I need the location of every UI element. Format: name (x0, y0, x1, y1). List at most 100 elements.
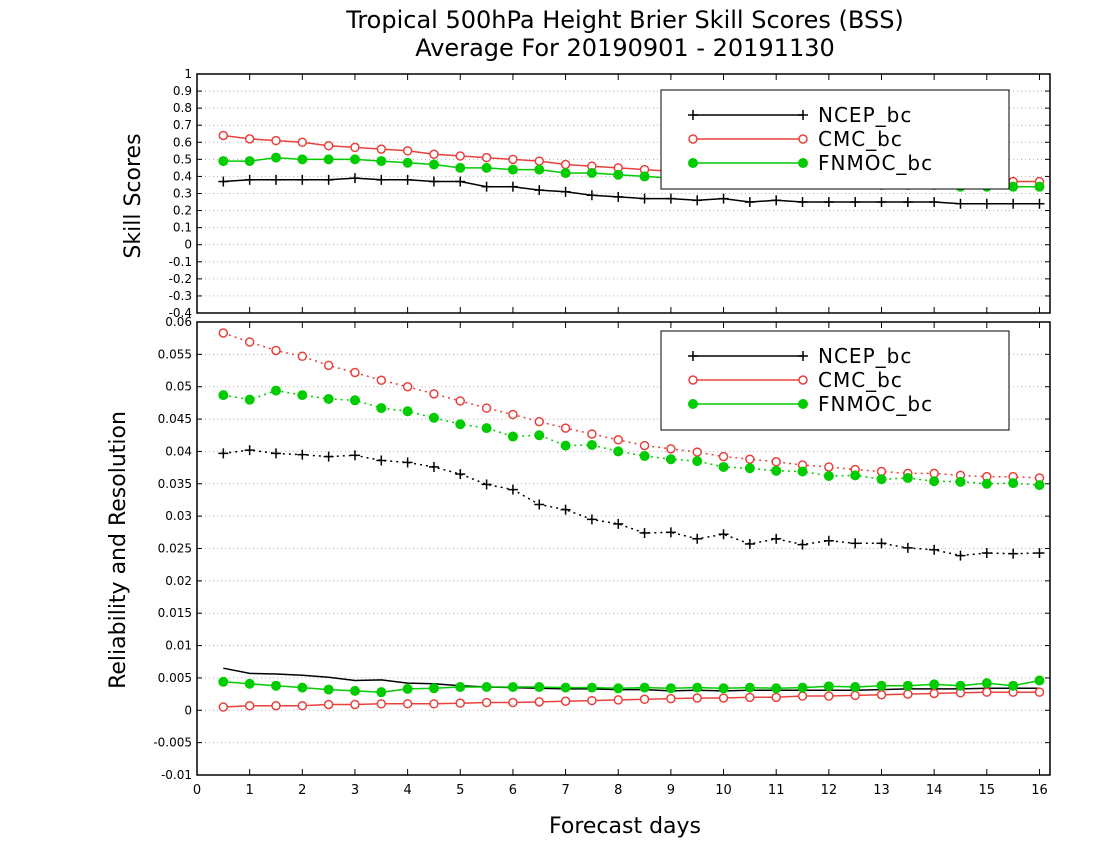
bottom-y-tick-label: 0.055 (158, 347, 192, 361)
bottom-reliability-fnmoc-bc-point (850, 681, 861, 692)
bottom-reliability-cmc-bc-point (587, 695, 597, 706)
bottom-resolution-fnmoc-bc-point (639, 450, 650, 461)
bottom-resolution-cmc-bc-point (560, 423, 571, 433)
top-cmc-bc-point (402, 146, 413, 156)
bottom-series-group (218, 328, 1045, 712)
bottom-resolution-fnmoc-bc-point (218, 390, 229, 401)
bottom-reliability-fnmoc-bc-point (665, 683, 676, 694)
bottom-reliability-cmc-bc-point (876, 690, 887, 700)
bottom-resolution-cmc-bc-point (745, 454, 755, 464)
bottom-reliability-fnmoc-bc-point (455, 681, 466, 692)
bottom-reliability-fnmoc-bc-line (223, 679, 1040, 693)
bottom-reliability-cmc-bc-point (982, 687, 992, 697)
bottom-panel: -0.01 -0.005 0 0.005 0.01 0.015 0.02 0.025 0.03 0… (153, 315, 1051, 798)
top-legend-fnmoc-bc-marker (798, 158, 808, 168)
bottom-reliability-cmc-bc-point (534, 697, 545, 707)
bottom-resolution-fnmoc-bc-point (823, 471, 834, 482)
bottom-resolution-cmc-bc-point (429, 389, 439, 399)
bottom-resolution-fnmoc-bc-point (1008, 478, 1019, 489)
bottom-reliability-cmc-bc-point (718, 693, 729, 703)
bottom-reliability-cmc-bc-point (850, 690, 860, 701)
bottom-legend-cmc-bc-label: CMC_bc (818, 368, 903, 392)
top-y-tick-label: 0 (184, 238, 192, 252)
x-tick-label: 9 (667, 783, 675, 798)
x-axis-label: Forecast days (549, 814, 701, 839)
top-legend-cmc-bc-marker (688, 134, 698, 144)
bottom-resolution-fnmoc-bc-point (297, 390, 308, 401)
bottom-reliability-fnmoc-bc-point (876, 680, 887, 691)
bottom-reliability-fnmoc-bc-point (1034, 675, 1045, 686)
top-y-tick-label: 0.6 (173, 135, 192, 149)
bottom-reliability-fnmoc-bc-point (376, 687, 387, 698)
top-fnmoc-bc-point (218, 156, 229, 167)
top-legend-fnmoc-bc-marker (688, 158, 698, 168)
top-fnmoc-bc-point (1034, 181, 1045, 192)
x-tick-label: 13 (873, 783, 890, 798)
top-y-tick-label: -0.4 (169, 306, 192, 320)
bottom-y-tick-label: 0.06 (165, 315, 192, 329)
bottom-y-tick-label: 0.035 (158, 477, 192, 491)
bottom-resolution-fnmoc-bc-point (613, 446, 624, 457)
top-fnmoc-bc-point (613, 169, 624, 180)
bottom-resolution-fnmoc-bc-point (244, 394, 255, 405)
bottom-reliability-fnmoc-bc-point (402, 683, 413, 694)
top-legend-cmc-bc-label: CMC_bc (818, 127, 903, 151)
bottom-reliability-fnmoc-bc-point (586, 682, 597, 693)
top-fnmoc-bc-point (507, 164, 518, 175)
bottom-y-tick-label: 0.03 (165, 509, 192, 523)
bottom-y-tick-label: -0.005 (153, 736, 192, 750)
bottom-legend-fnmoc-bc-marker (688, 399, 698, 409)
bottom-resolution-cmc-bc-point (481, 403, 492, 413)
bottom-resolution-cmc-bc-point (587, 429, 597, 439)
bottom-reliability-cmc-bc-point (560, 696, 571, 706)
bottom-reliability-fnmoc-bc-point (218, 676, 229, 687)
bottom-reliability-fnmoc-bc-point (771, 683, 782, 694)
bottom-resolution-fnmoc-bc-point (771, 465, 782, 476)
top-cmc-bc-point (376, 144, 387, 154)
bottom-resolution-cmc-bc-point (771, 457, 781, 467)
top-y-tick-label: -0.3 (169, 289, 192, 303)
bottom-resolution-fnmoc-bc-point (428, 412, 439, 423)
bottom-reliability-fnmoc-bc-point (797, 682, 808, 693)
top-y-axis-label: Skill Scores (121, 133, 146, 258)
bottom-y-tick-label: -0.01 (161, 768, 192, 782)
bottom-reliability-fnmoc-bc-point (270, 680, 281, 691)
x-tick-label: 7 (561, 783, 569, 798)
bottom-reliability-cmc-bc-point (771, 692, 781, 703)
top-legend-ncep-bc-label: NCEP_bc (818, 103, 912, 127)
bottom-y-tick-label: 0.015 (158, 606, 192, 620)
bottom-resolution-fnmoc-bc-point (560, 440, 571, 451)
x-tick-label: 3 (351, 783, 359, 798)
bottom-reliability-fnmoc-bc-point (692, 682, 703, 693)
bottom-reliability-fnmoc-bc-point (323, 684, 334, 695)
bottom-reliability-cmc-bc-point (903, 689, 913, 699)
bottom-reliability-cmc-bc-point (218, 702, 229, 712)
bottom-reliability-fnmoc-bc-point (744, 682, 755, 693)
bottom-reliability-cmc-bc-point (745, 692, 755, 703)
bottom-resolution-cmc-bc-point (534, 416, 545, 427)
top-y-tick-label: 0.8 (173, 101, 192, 115)
chart-title-line2: Average For 20190901 - 20191130 (415, 34, 835, 62)
bottom-reliability-fnmoc-bc-point (428, 683, 439, 694)
bottom-resolution-cmc-bc-point (297, 351, 308, 362)
bottom-reliability-fnmoc-bc-point (349, 685, 360, 696)
bottom-resolution-fnmoc-bc-point (323, 394, 334, 405)
bottom-resolution-cmc-bc-point (455, 396, 466, 406)
bottom-resolution-fnmoc-bc-point (507, 431, 518, 442)
top-y-tick-label: 0.4 (173, 169, 192, 183)
x-tick-label: 4 (403, 783, 411, 798)
x-tick-label: 5 (456, 783, 464, 798)
bottom-plot-frame (196, 321, 1051, 776)
bottom-resolution-cmc-bc-point (666, 444, 676, 454)
top-cmc-bc-point (508, 154, 518, 165)
bottom-resolution-fnmoc-bc-point (692, 456, 703, 467)
top-fnmoc-bc-point (639, 171, 650, 182)
bottom-resolution-fnmoc-bc-point (349, 395, 360, 406)
x-tick-label: 16 (1031, 783, 1048, 798)
bottom-reliability-cmc-bc-point (429, 699, 439, 709)
bottom-resolution-ncep-bc-line (223, 449, 1040, 557)
bottom-resolution-fnmoc-bc-point (929, 476, 940, 487)
top-cmc-bc-point (323, 140, 334, 151)
bottom-resolution-fnmoc-bc-point (981, 478, 992, 489)
